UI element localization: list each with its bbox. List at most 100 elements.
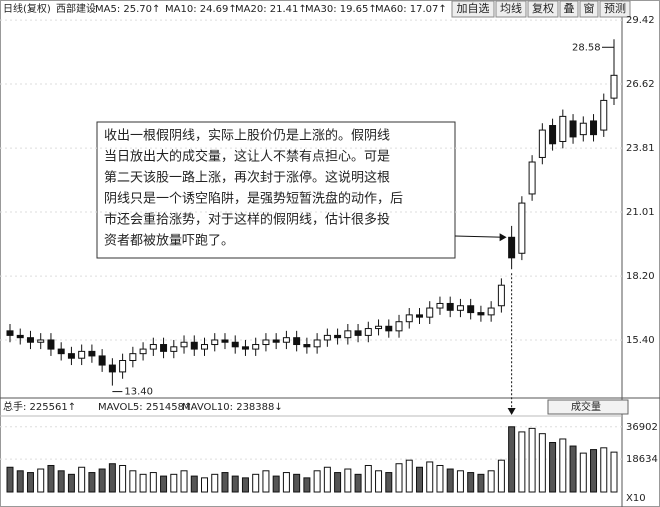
toolbar-button-label[interactable]: 复权 [532, 1, 554, 15]
annotation: 收出一根假阴线，实际上股价仍是上涨的。假阴线当日放出大的成交量，这让人不禁有点担… [96, 121, 456, 259]
candle-body [16, 334, 24, 339]
candle-body [303, 344, 311, 348]
volume-bar [272, 475, 280, 493]
high-label: 28.58 [572, 42, 601, 53]
volume-bar [47, 464, 55, 493]
toolbar-button[interactable] [579, 0, 599, 18]
volume-bar [549, 442, 557, 493]
candle-body [487, 307, 495, 316]
volume-bar [334, 472, 342, 493]
toolbar-button[interactable] [527, 0, 559, 18]
volume-bar [221, 472, 229, 493]
volume-bar [16, 470, 24, 493]
candle-body [293, 337, 301, 346]
toolbar-button-label[interactable]: 窗 [584, 1, 595, 15]
volume-bar [108, 463, 116, 493]
v-tick-label: 36902 [626, 422, 658, 433]
volume-bar [78, 466, 86, 493]
candle-body [241, 346, 249, 350]
volume-bar [426, 461, 434, 493]
annotation-line: 收出一根假阴线，实际上股价仍是上涨的。假阴线 [104, 128, 390, 144]
volume-bar [282, 472, 290, 493]
arrow [454, 235, 504, 238]
ma-value: MA60: 17.07↑ [375, 4, 447, 15]
volume-bar [344, 468, 352, 493]
volume-bar [67, 473, 75, 493]
candle-body [282, 337, 290, 343]
candle-body [610, 74, 618, 99]
candle-body [211, 339, 219, 346]
candle-body [508, 236, 516, 259]
stock-name: 西部建设 [56, 2, 96, 15]
candle-body [88, 350, 96, 357]
mavol10: MAVOL10: 238388↓ [182, 402, 283, 413]
annotation-line: 当日放出大的成交量，这让人不禁有点担心。可是 [104, 149, 390, 165]
y-tick-label: 29.42 [626, 15, 655, 26]
volume-bar [160, 475, 168, 493]
candle-body [344, 330, 352, 339]
candle-body [559, 115, 567, 142]
volume-bar [579, 452, 587, 493]
volume-bar [467, 472, 475, 493]
volume-bar [119, 464, 127, 493]
volume-bar [252, 473, 260, 493]
y-tick-label: 21.01 [626, 207, 655, 218]
candle-body [385, 325, 393, 332]
candle-body [395, 321, 403, 332]
toolbar-button-label[interactable]: 加自选 [457, 2, 490, 15]
candle-body [600, 99, 608, 131]
toolbar-button-label[interactable]: 均线 [500, 1, 522, 15]
volume-bar [98, 468, 106, 493]
volume-bar [508, 426, 516, 493]
volume-bar [170, 473, 178, 493]
candle-body [252, 344, 260, 350]
annotation-box [96, 121, 456, 259]
volume-bar [456, 470, 464, 493]
indicator-label[interactable]: 成交量 [571, 400, 601, 413]
annotation-line: 资者都被放量吓跑了。 [104, 234, 234, 249]
candle-body [201, 344, 209, 350]
candle-body [323, 334, 331, 341]
candle-body [108, 364, 116, 373]
toolbar-button-label[interactable]: 预测 [604, 2, 626, 15]
volume-bar [528, 427, 536, 493]
volume-bar [190, 475, 198, 493]
candle-body [170, 346, 178, 352]
volume-bar [415, 466, 423, 493]
volume-bar [262, 470, 270, 493]
candle-body [78, 350, 86, 359]
candle-body [139, 348, 147, 355]
volume-bar [477, 473, 485, 493]
candle-body [497, 284, 505, 307]
candle-body [518, 202, 526, 254]
candle-body [67, 353, 75, 359]
candle-body [231, 341, 239, 348]
candle-body [57, 348, 65, 355]
candle-body [436, 302, 444, 309]
candle-body [354, 330, 362, 336]
toolbar-button[interactable] [599, 0, 631, 18]
volume-bar [26, 472, 34, 493]
y-tick-label: 23.81 [626, 143, 655, 154]
volume-bar [57, 470, 65, 493]
period: 日线(复权) [3, 2, 51, 15]
candle-body [180, 341, 188, 348]
volume-bar [497, 459, 505, 493]
toolbar-button-label[interactable]: 叠 [564, 2, 575, 15]
candle-body [579, 122, 587, 136]
toolbar-button[interactable] [559, 0, 579, 18]
candle-body [405, 314, 413, 323]
candle-body [221, 339, 229, 343]
candle-body [590, 120, 598, 136]
candle-body [415, 314, 423, 318]
volume-bar [405, 459, 413, 493]
toolbar-button[interactable] [495, 0, 527, 18]
candle-body [426, 307, 434, 318]
volume-bar [139, 473, 147, 493]
volume-bar [610, 451, 618, 493]
volume-bar [354, 473, 362, 493]
indicator-selector[interactable] [547, 399, 629, 415]
toolbar-button[interactable] [451, 0, 495, 18]
candle-body [375, 325, 383, 330]
